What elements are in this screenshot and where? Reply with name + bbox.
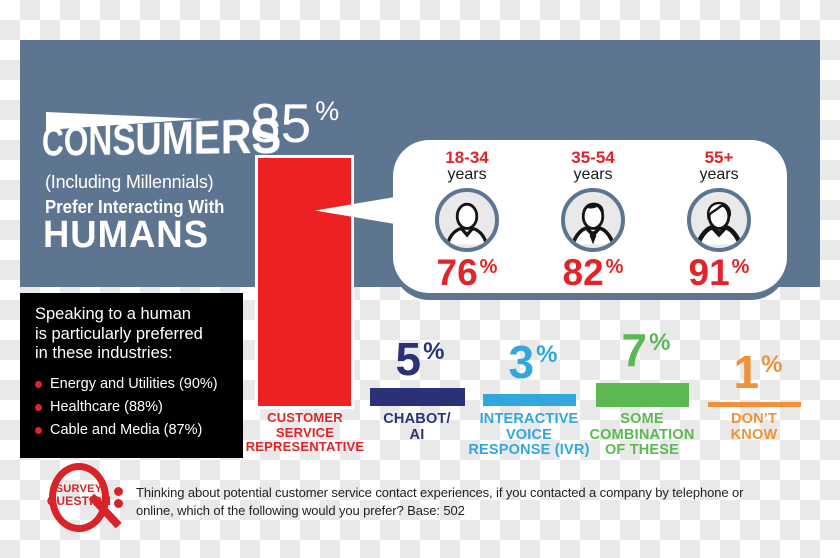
age-percentage: 76% [436, 252, 498, 293]
ivr-bar [483, 394, 576, 406]
ivr-label: INTERACTIVE VOICE RESPONSE (IVR) [468, 411, 590, 458]
age-percentage: 82% [562, 252, 624, 293]
colon-dot-icon [114, 487, 123, 496]
combination-label: SOME COMBINATION OF THESE [589, 411, 695, 458]
age-group-18-34: 18-34 years 76% [411, 145, 523, 293]
survey-question-text: Thinking about potential customer servic… [136, 485, 744, 518]
industries-heading-line: in these industries: [35, 344, 173, 362]
title-prefer-interacting: Prefer Interacting With [45, 197, 225, 217]
industries-heading-line: is particularly preferred [35, 324, 203, 343]
bullet-dot-icon [35, 403, 42, 411]
age-group-35-54: 35-54 years 82% [537, 145, 649, 293]
older-adult-icon [687, 188, 751, 252]
industries-heading-line: Speaking to a human [35, 305, 191, 323]
customer-service-label: CUSTOMER SERVICE REPRESENTATIVE [245, 410, 365, 454]
industry-item: Cable and Media (87%) [35, 419, 243, 442]
bullet-dot-icon [35, 380, 42, 388]
industry-item: Healthcare (88%) [35, 396, 243, 419]
young-adult-icon [435, 188, 499, 252]
age-breakdown-bubble: 18-34 years 76% 35-54 years [393, 140, 787, 293]
survey-question-badge: SURVEY QUESTION [46, 483, 112, 508]
dont-know-label: DON’T KNOW [730, 411, 778, 443]
combination-percentage: 7% [621, 324, 671, 376]
chatbot-ai-bar [370, 388, 465, 406]
bullet-dot-icon [35, 426, 42, 434]
chatbot-ai-label: CHABOT/AI [383, 411, 451, 443]
age-unit-label: years [573, 166, 613, 183]
combination-bar [596, 383, 689, 407]
industry-item: Energy and Utilities (90%) [35, 373, 243, 396]
middle-aged-adult-icon [561, 188, 625, 252]
title-including-millennials: (Including Millennials) [45, 172, 214, 192]
age-unit-label: years [699, 166, 739, 183]
dont-know-bar [708, 402, 801, 407]
ivr-percentage: 3% [508, 336, 558, 388]
survey-question-q-icon [49, 463, 109, 532]
age-percentage: 91% [688, 252, 750, 293]
customer-service-bar [255, 155, 354, 409]
chatbot-ai-percentage: 5% [395, 333, 445, 385]
age-unit-label: years [447, 166, 487, 183]
age-group-55-plus: 55+ years 91% [663, 145, 775, 293]
dont-know-percentage: 1% [733, 346, 783, 398]
age-range-label: 55+ [704, 148, 734, 167]
age-range-label: 18-34 [445, 148, 489, 167]
industries-box: Speaking to a human is particularly pref… [20, 293, 243, 458]
age-range-label: 35-54 [571, 148, 615, 167]
title-humans: HUMANS [43, 214, 209, 256]
colon-dot-icon [114, 499, 123, 508]
customer-service-percentage: 85% [250, 92, 340, 154]
